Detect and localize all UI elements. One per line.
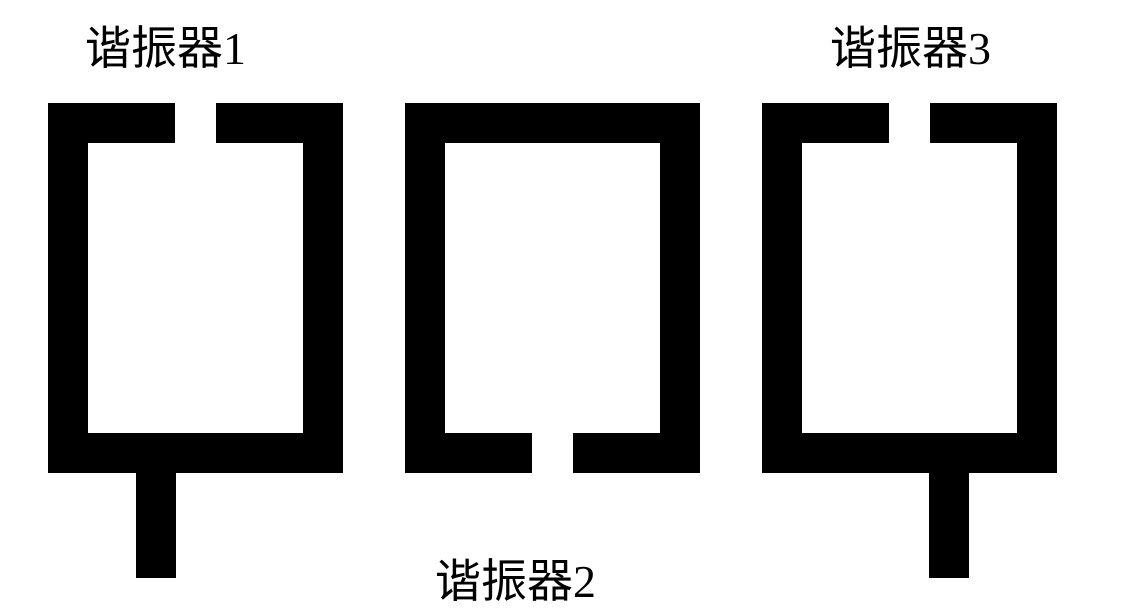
resonator-1 <box>48 103 343 578</box>
resonator-2-label: 谐振器2 <box>435 545 596 611</box>
resonator-2 <box>405 103 700 473</box>
resonator-1-label: 谐振器1 <box>85 12 246 78</box>
resonator-3-label: 谐振器3 <box>830 12 991 78</box>
resonator-3 <box>762 103 1057 578</box>
